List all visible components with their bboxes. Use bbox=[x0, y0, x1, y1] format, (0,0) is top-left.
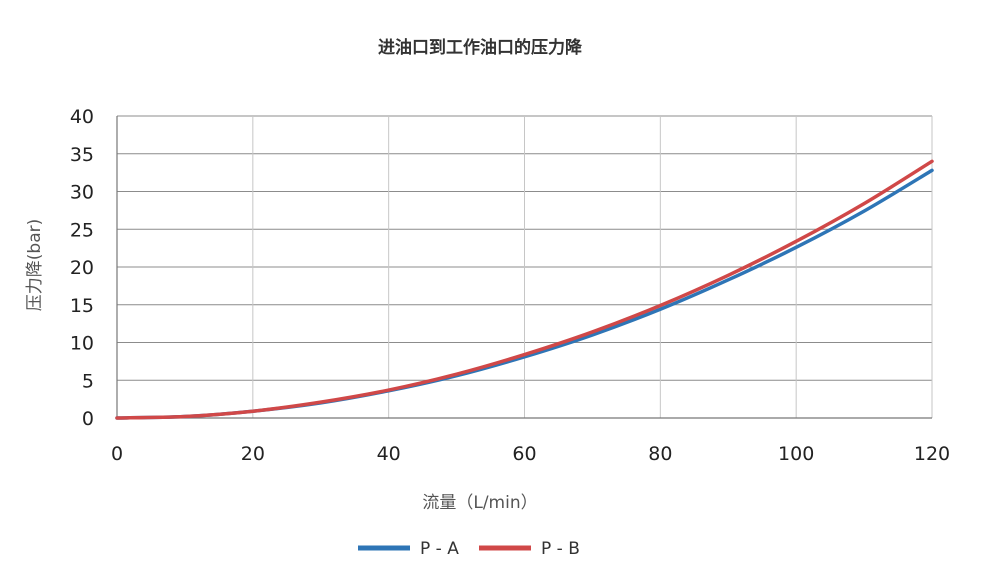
x-tick-label: 80 bbox=[648, 443, 672, 465]
x-axis-label: 流量（L/min） bbox=[422, 493, 537, 513]
x-tick-label: 120 bbox=[914, 443, 950, 465]
y-tick-label: 30 bbox=[70, 182, 94, 204]
y-tick-labels: 0 5 10 15 20 25 30 35 40 bbox=[70, 106, 94, 430]
y-tick-label: 15 bbox=[70, 295, 94, 317]
y-tick-label: 25 bbox=[70, 219, 94, 241]
y-tick-label: 35 bbox=[70, 144, 94, 166]
series-lines bbox=[115, 159, 934, 420]
x-tick-label: 40 bbox=[377, 443, 401, 465]
y-tick-label: 5 bbox=[82, 370, 94, 392]
legend: P - A P - B bbox=[358, 539, 580, 559]
x-tick-labels: 0 20 40 60 80 100 120 bbox=[111, 443, 950, 465]
x-tick-label: 0 bbox=[111, 443, 123, 465]
y-tick-label: 20 bbox=[70, 257, 94, 279]
y-tick-label: 40 bbox=[70, 106, 94, 128]
y-axis-label: 压力降(bar) bbox=[25, 219, 45, 311]
chart-title: 进油口到工作油口的压力降 bbox=[378, 37, 583, 58]
legend-label-p-a: P - A bbox=[420, 539, 459, 559]
x-tick-label: 20 bbox=[241, 443, 265, 465]
y-tick-label: 0 bbox=[82, 408, 94, 430]
y-tick-label: 10 bbox=[70, 333, 94, 355]
x-tick-label: 100 bbox=[778, 443, 814, 465]
x-tick-label: 60 bbox=[512, 443, 536, 465]
legend-label-p-b: P - B bbox=[541, 539, 580, 559]
series-line-p-b bbox=[115, 159, 934, 420]
grid-lines bbox=[116, 115, 933, 419]
